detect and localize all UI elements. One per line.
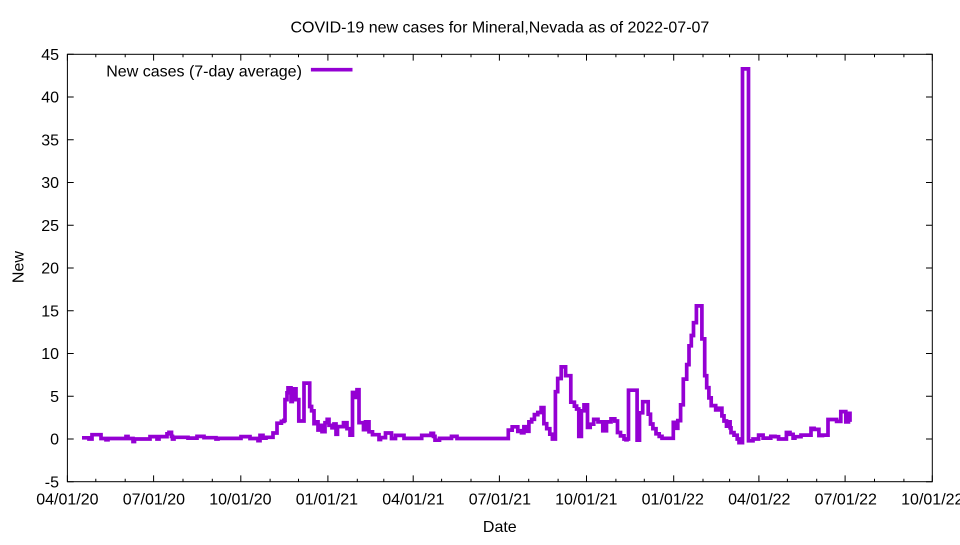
svg-text:10: 10 — [41, 346, 59, 363]
svg-text:30: 30 — [41, 175, 59, 192]
svg-text:COVID-19 new cases for Mineral: COVID-19 new cases for Mineral,Nevada as… — [290, 20, 709, 37]
svg-text:10/01/21: 10/01/21 — [555, 492, 617, 509]
svg-text:35: 35 — [41, 132, 59, 149]
svg-text:10/01/22: 10/01/22 — [901, 492, 960, 509]
svg-text:01/01/21: 01/01/21 — [296, 492, 358, 509]
svg-text:45: 45 — [41, 47, 59, 64]
svg-text:25: 25 — [41, 218, 59, 235]
svg-text:New: New — [11, 251, 28, 283]
svg-text:Date: Date — [483, 519, 517, 536]
svg-text:04/01/21: 04/01/21 — [382, 492, 444, 509]
svg-text:15: 15 — [41, 303, 59, 320]
svg-text:07/01/21: 07/01/21 — [469, 492, 531, 509]
svg-text:01/01/22: 01/01/22 — [642, 492, 704, 509]
svg-text:07/01/22: 07/01/22 — [815, 492, 877, 509]
svg-text:04/01/22: 04/01/22 — [728, 492, 790, 509]
svg-text:5: 5 — [50, 389, 59, 406]
svg-text:0: 0 — [50, 432, 59, 449]
svg-text:20: 20 — [41, 261, 59, 278]
svg-text:40: 40 — [41, 90, 59, 107]
svg-text:07/01/20: 07/01/20 — [123, 492, 185, 509]
svg-text:New cases (7-day average): New cases (7-day average) — [106, 63, 302, 80]
svg-text:10/01/20: 10/01/20 — [209, 492, 271, 509]
svg-text:-5: -5 — [45, 474, 59, 491]
svg-text:04/01/20: 04/01/20 — [36, 492, 98, 509]
